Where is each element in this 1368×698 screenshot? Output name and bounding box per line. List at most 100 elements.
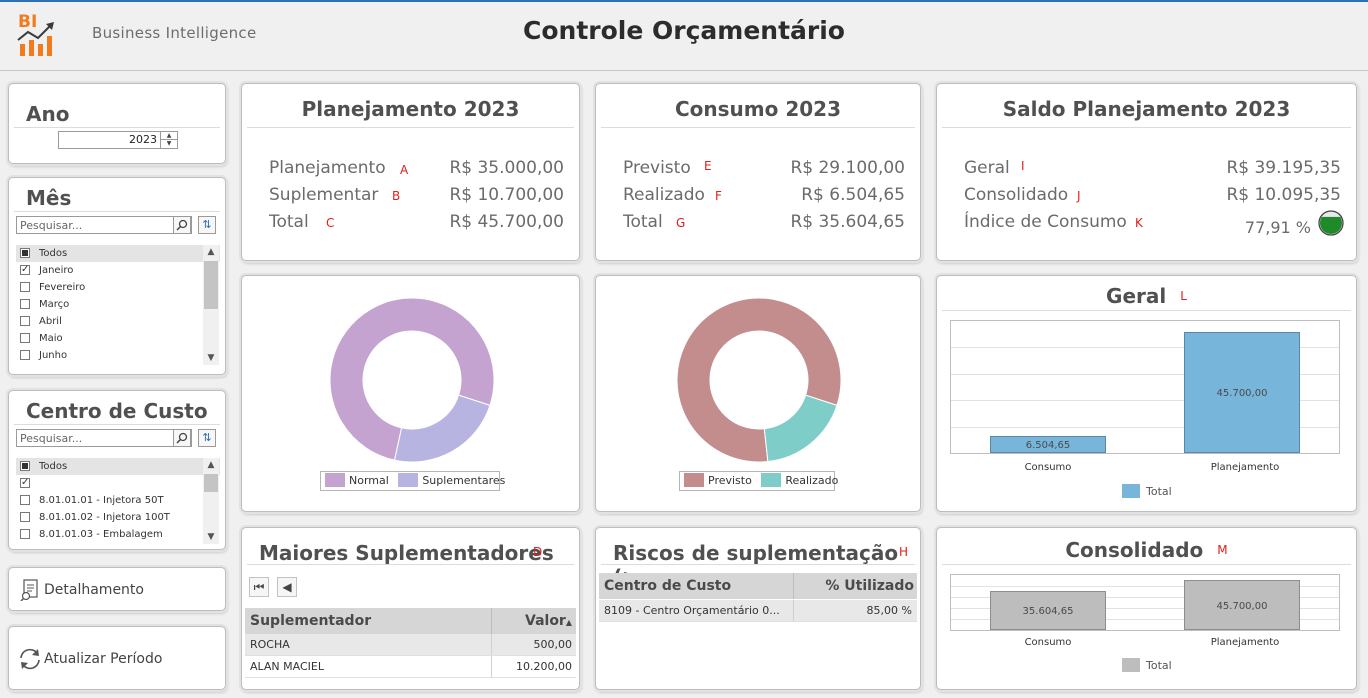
prev-page-icon: ◀: [282, 580, 292, 594]
donut-slice-previsto[interactable]: [676, 297, 842, 463]
centro-list-item[interactable]: 8.01.01.01 - Injetora 50T: [16, 492, 220, 509]
previsto-row-letter: E: [704, 159, 712, 173]
mes-search-button[interactable]: [173, 216, 191, 234]
consolidado-data-label: 35.604,65: [1022, 606, 1074, 617]
centro-scroll-thumb[interactable]: [204, 474, 218, 492]
geral-gridline: [951, 400, 1339, 401]
consolidado-row-label: Consolidado: [964, 185, 1069, 205]
table-row[interactable]: ROCHA 500,00: [245, 634, 576, 656]
checkbox[interactable]: [20, 461, 30, 471]
checkbox[interactable]: [20, 512, 30, 522]
centro-search-button[interactable]: [173, 429, 191, 447]
svg-text:BI: BI: [18, 12, 37, 32]
checkbox[interactable]: [20, 350, 30, 360]
prev-page-button[interactable]: ◀: [277, 577, 297, 597]
checkbox[interactable]: [20, 299, 30, 309]
legend-previsto: Previsto: [708, 474, 752, 487]
geral-row-label: Geral: [964, 158, 1010, 178]
consolidado-chart-title: Consolidado M: [937, 538, 1356, 562]
col-centro-custo[interactable]: Centro de Custo: [604, 578, 732, 594]
donut-slice-suplementares[interactable]: [393, 394, 491, 463]
centro-list-item[interactable]: ✓: [16, 475, 220, 492]
consolidado-data-label: 45.700,00: [1216, 601, 1268, 612]
riscos-separator: [601, 564, 915, 565]
donut-slice-realizado[interactable]: [763, 394, 838, 463]
table-row[interactable]: 8109 - Centro Orçamentário 0... 85,00 %: [599, 600, 917, 622]
centro-list-item[interactable]: 8.01.01.02 - Injetora 100T: [16, 509, 220, 526]
col-percent-utilizado[interactable]: % Utilizado: [793, 573, 917, 599]
mes-list-item[interactable]: Abril: [16, 313, 220, 330]
geral-plot-area: 6.504,65 45.700,00: [950, 320, 1340, 454]
col-valor-label: Valor: [525, 613, 566, 629]
mes-item-label: Todos: [39, 248, 68, 259]
mes-list-item[interactable]: Todos: [16, 245, 220, 262]
spin-up-icon[interactable]: ▲: [161, 132, 177, 140]
centro-custo-slicer: Centro de Custo Pesquisar... ⇅ Todos ✓ 8.0…: [8, 390, 226, 550]
consolidado-bar-consumo[interactable]: [990, 591, 1106, 630]
geral-row-letter: I: [1021, 159, 1025, 173]
geral-title-letter: L: [1180, 289, 1187, 303]
centro-list-item[interactable]: Todos: [16, 458, 220, 475]
ano-spin-buttons[interactable]: ▲ ▼: [160, 132, 177, 148]
spin-down-icon[interactable]: ▼: [166, 140, 172, 147]
col-suplementador[interactable]: Suplementador: [250, 613, 372, 629]
top-accent-line: [0, 0, 1368, 2]
checkbox[interactable]: [20, 495, 30, 505]
centro-scrollbar[interactable]: ▲ ▼: [203, 458, 219, 544]
riscos-header: Centro de Custo % Utilizado: [599, 573, 917, 599]
consolidado-category-planejamento: Planejamento: [1210, 637, 1280, 648]
checkbox[interactable]: [20, 333, 30, 343]
centro-search-input[interactable]: Pesquisar...: [16, 429, 192, 447]
geral-legend: Total: [1122, 484, 1172, 500]
table-row[interactable]: ALAN MACIEL 10.200,00: [245, 656, 576, 678]
geral-bar-consumo[interactable]: [990, 436, 1106, 453]
checkbox[interactable]: ✓: [20, 477, 30, 488]
geral-chart-panel: Geral L 6.504,65 45.700,00 Consumo Planeja…: [936, 275, 1357, 512]
geral-chart-title: Geral L: [937, 284, 1356, 308]
mes-sort-button[interactable]: ⇅: [198, 216, 216, 234]
gauge-fill: [1320, 216, 1342, 234]
centro-list-item[interactable]: 8.01.01.03 - Embalagem: [16, 526, 220, 543]
first-page-button[interactable]: ⏮: [249, 577, 269, 597]
realizado-row-label: Realizado: [623, 185, 705, 205]
consumo-card: Consumo 2023 Previsto E R$ 29.100,00 Rea…: [595, 83, 921, 261]
geral-data-label: 45.700,00: [1216, 388, 1268, 399]
scroll-down-icon[interactable]: ▼: [207, 353, 215, 363]
mes-list-item[interactable]: Maio: [16, 330, 220, 347]
geral-gridline: [951, 427, 1339, 428]
mes-list-item[interactable]: Junho: [16, 347, 220, 364]
geral-bar-planejamento[interactable]: [1184, 332, 1300, 453]
checkbox[interactable]: [20, 529, 30, 539]
centro-item-label: 8.01.01.02 - Injetora 100T: [39, 512, 170, 523]
scroll-up-icon[interactable]: ▲: [207, 460, 215, 470]
planejamento-title: Planejamento 2023: [301, 97, 520, 121]
saldo-card: Saldo Planejamento 2023 Geral I R$ 39.19…: [936, 83, 1357, 261]
mes-scrollbar[interactable]: ▲ ▼: [203, 245, 219, 365]
checkbox[interactable]: [20, 282, 30, 292]
mes-list-item[interactable]: Março: [16, 296, 220, 313]
consolidado-row-value: R$ 10.095,35: [1226, 185, 1341, 205]
checkbox[interactable]: ✓: [20, 264, 30, 275]
consolidado-bar-planejamento[interactable]: [1184, 580, 1300, 630]
mes-list-item[interactable]: Fevereiro: [16, 279, 220, 296]
planejamento-donut-chart: [329, 297, 495, 463]
mes-scroll-thumb[interactable]: [204, 261, 218, 309]
mes-list-item[interactable]: ✓ Janeiro: [16, 262, 220, 279]
scroll-down-icon[interactable]: ▼: [207, 532, 215, 542]
col-valor[interactable]: Valor▲: [491, 608, 576, 634]
checkbox[interactable]: [20, 248, 30, 258]
mes-search-input[interactable]: Pesquisar...: [16, 216, 192, 234]
atualizar-periodo-button[interactable]: Atualizar Período: [8, 626, 226, 690]
legend-swatch-previsto: [684, 473, 704, 487]
consumo-donut-legend: Previsto Realizado: [679, 471, 838, 491]
ano-spinner[interactable]: 2023 ▲ ▼: [58, 131, 178, 149]
checkbox[interactable]: [20, 316, 30, 326]
app-header: BI Business Intelligence Controle Orçame…: [0, 2, 1368, 71]
scroll-up-icon[interactable]: ▲: [207, 247, 215, 257]
geral-category-planejamento: Planejamento: [1210, 462, 1280, 473]
donut-slice-normal[interactable]: [329, 297, 495, 461]
suplementar-row-label: Suplementar: [269, 185, 379, 205]
row-suplementador: ALAN MACIEL: [250, 660, 324, 673]
centro-sort-button[interactable]: ⇅: [198, 429, 216, 447]
detalhamento-button[interactable]: Detalhamento: [8, 567, 226, 611]
